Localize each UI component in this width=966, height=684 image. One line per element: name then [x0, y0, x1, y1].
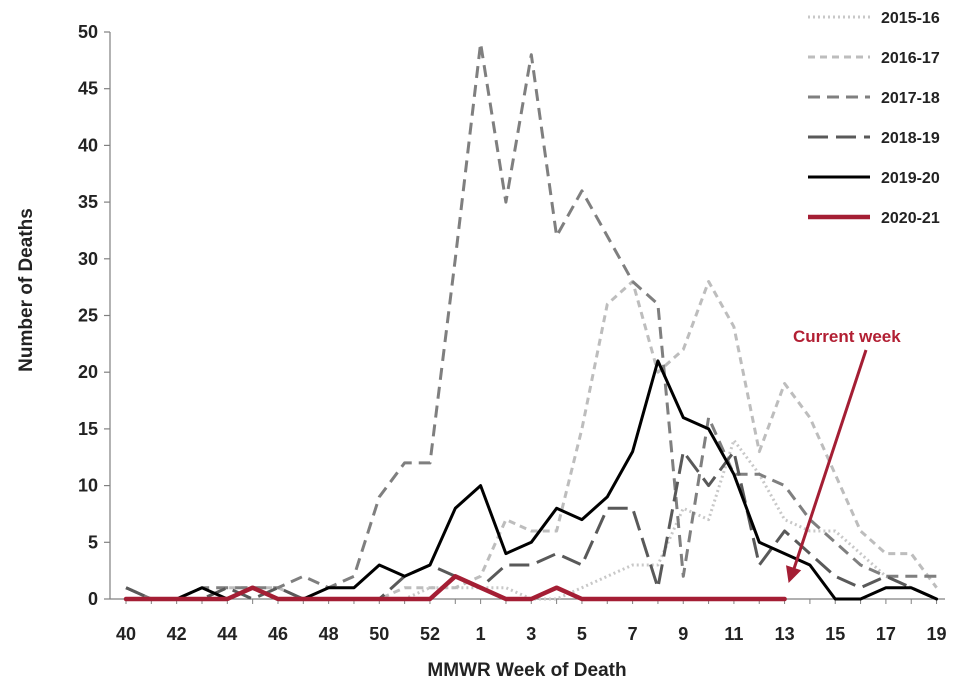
x-tick-label: 13 — [775, 624, 795, 644]
x-axis: 40 42 44 46 48 50 52 1 3 5 7 9 11 13 15 17 19 — [110, 598, 947, 644]
y-tick-label: 5 — [88, 532, 98, 552]
y-axis: 0 5 10 15 20 25 30 35 40 45 50 — [78, 22, 111, 609]
y-tick-label: 25 — [78, 306, 98, 326]
y-axis-title: Number of Deaths — [16, 208, 37, 372]
x-tick-label: 40 — [116, 624, 136, 644]
y-tick-label: 20 — [78, 362, 98, 382]
x-tick-label: 5 — [577, 624, 587, 644]
x-tick-label: 19 — [927, 624, 947, 644]
y-tick-label: 45 — [78, 79, 98, 99]
y-tick-label: 50 — [78, 22, 98, 42]
x-tick-label: 9 — [678, 624, 688, 644]
y-tick-label: 0 — [88, 589, 98, 609]
y-tick-label: 15 — [78, 419, 98, 439]
x-tick-label: 17 — [876, 624, 896, 644]
legend-label-2017-18: 2017-18 — [881, 90, 940, 107]
y-tick-label: 30 — [78, 249, 98, 269]
series-line-2017-18 — [125, 41, 937, 601]
x-axis-title: MMWR Week of Death — [427, 660, 626, 681]
series-line-2016-17 — [125, 280, 938, 601]
current-week-annotation-label: Current week — [793, 327, 901, 346]
x-tick-label: 46 — [268, 624, 288, 644]
x-tick-label: 50 — [369, 624, 389, 644]
legend-label-2019-20: 2019-20 — [881, 170, 940, 187]
y-tick-label: 10 — [78, 476, 98, 496]
x-tick-label: 48 — [319, 624, 339, 644]
annotation: Current week — [786, 327, 901, 583]
x-tick-label: 3 — [526, 624, 536, 644]
x-tick-label: 42 — [167, 624, 187, 644]
series-layer — [123, 41, 939, 602]
x-tick-label: 15 — [825, 624, 845, 644]
x-tick-label: 7 — [628, 624, 638, 644]
series-line-2019-20 — [124, 359, 939, 601]
legend-label-2018-19: 2018-19 — [881, 130, 940, 147]
x-tick-label: 44 — [217, 624, 237, 644]
x-tick-label: 52 — [420, 624, 440, 644]
series-line-2020-21 — [123, 574, 787, 602]
legend-label-2015-16: 2015-16 — [881, 10, 940, 27]
x-tick-label: 11 — [724, 624, 743, 644]
annotation-arrow-shaft — [791, 349, 868, 574]
annotation-arrow-head — [786, 565, 802, 583]
x-tick-label: 1 — [476, 624, 486, 644]
legend: 2015-16 2016-17 2017-18 2018-19 2019-20 2020-… — [808, 10, 940, 227]
legend-label-2016-17: 2016-17 — [881, 50, 940, 67]
y-tick-label: 40 — [78, 135, 98, 155]
legend-label-2020-21: 2020-21 — [881, 210, 940, 227]
series-line-2015-16 — [125, 438, 938, 601]
y-tick-label: 35 — [78, 192, 98, 212]
